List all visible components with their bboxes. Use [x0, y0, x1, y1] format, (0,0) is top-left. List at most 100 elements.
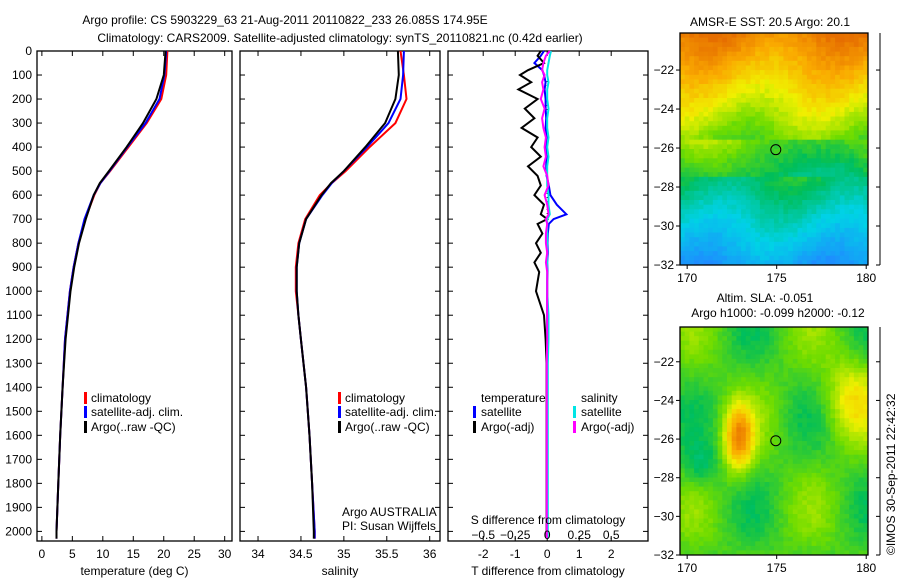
heatmap-cell [863, 204, 869, 210]
heatmap-cell [783, 463, 789, 469]
heatmap-cell [788, 139, 794, 145]
heatmap-cell [858, 149, 864, 155]
heatmap-cell [811, 135, 817, 141]
heatmap-cell [811, 395, 817, 401]
heatmap-cell [774, 336, 780, 342]
heatmap-cell [736, 441, 742, 447]
heatmap-cell [844, 404, 850, 410]
heatmap-cell [759, 454, 766, 460]
heatmap-cell [788, 340, 794, 346]
heatmap-cell [839, 56, 845, 62]
heatmap-cell [727, 93, 733, 99]
heatmap-cell [806, 153, 813, 159]
heatmap-cell [797, 102, 803, 108]
heatmap-cell [694, 181, 700, 187]
heatmap-cell [694, 400, 700, 406]
heatmap-cell [764, 545, 770, 551]
heatmap-cell [764, 336, 770, 342]
heatmap-cell [774, 42, 780, 48]
heatmap-cell [821, 139, 827, 145]
heatmap-cell [825, 413, 831, 419]
heatmap-cell [783, 358, 789, 364]
heatmap-cell [712, 223, 719, 229]
heatmap-cell [783, 482, 789, 488]
heatmap-cell [722, 463, 728, 469]
heatmap-cell [684, 186, 690, 192]
heatmap-cell [863, 363, 869, 369]
heatmap-cell [816, 200, 822, 206]
heatmap-cell [825, 214, 831, 220]
heatmap-cell [806, 88, 813, 94]
heatmap-cell [698, 422, 704, 428]
heatmap-cell [797, 482, 803, 488]
heatmap-cell [792, 482, 798, 488]
heatmap-cell [717, 190, 723, 196]
heatmap-cell [802, 74, 808, 80]
heatmap-cell [703, 237, 709, 243]
heatmap-cell [825, 135, 831, 141]
heatmap-cell [741, 107, 747, 113]
heatmap-cell [816, 445, 822, 451]
heatmap-cell [727, 195, 733, 201]
heatmap-cell [797, 518, 803, 524]
heatmap-cell [745, 514, 751, 520]
heatmap-cell [736, 186, 742, 192]
heatmap-cell [736, 227, 742, 233]
heatmap-cell [830, 42, 836, 48]
heatmap-cell [764, 181, 770, 187]
heatmap-cell [689, 431, 695, 437]
heatmap-cell [755, 65, 761, 71]
heatmap-cell [863, 246, 869, 252]
heatmap-cell [764, 176, 770, 182]
heatmap-cell [708, 527, 714, 533]
heatmap-cell [745, 153, 751, 159]
heatmap-cell [778, 514, 784, 520]
heatmap-cell [802, 400, 808, 406]
heatmap-cell [853, 214, 860, 220]
heatmap-cell [698, 98, 704, 104]
heatmap-cell [745, 135, 751, 141]
heatmap-cell [759, 172, 766, 178]
heatmap-cell [858, 372, 864, 378]
heatmap-cell [745, 214, 751, 220]
heatmap-cell [792, 246, 798, 252]
heatmap-cell [703, 418, 709, 424]
heatmap-cell [797, 436, 803, 442]
heatmap-cell [811, 486, 817, 492]
heatmap-cell [853, 472, 860, 478]
heatmap-cell [708, 514, 714, 520]
heatmap-cell [731, 70, 737, 76]
heatmap-cell [825, 541, 831, 547]
heatmap-cell [717, 181, 723, 187]
heatmap-cell [712, 550, 719, 556]
heatmap-cell [802, 93, 808, 99]
heatmap-cell [764, 486, 770, 492]
heatmap-cell [741, 463, 747, 469]
heatmap-cell [727, 349, 733, 355]
heatmap-cell [806, 336, 813, 342]
heatmap-cell [788, 153, 794, 159]
heatmap-cell [811, 223, 817, 229]
heatmap-cell [849, 130, 855, 136]
heatmap-cell [727, 468, 733, 474]
heatmap-cell [755, 445, 761, 451]
heatmap-cell [712, 181, 719, 187]
heatmap-cell [797, 381, 803, 387]
heatmap-cell [741, 241, 747, 247]
heatmap-cell [703, 65, 709, 71]
heatmap-cell [792, 149, 798, 155]
heatmap-cell [802, 65, 808, 71]
heatmap-cell [835, 139, 841, 145]
heatmap-cell [797, 172, 803, 178]
heatmap-cell [778, 381, 784, 387]
heatmap-cell [759, 459, 766, 465]
heatmap-cell [839, 390, 845, 396]
heatmap-cell [755, 536, 761, 542]
heatmap-cell [698, 441, 704, 447]
heatmap-cell [694, 372, 700, 378]
heatmap-cell [684, 237, 690, 243]
heatmap-cell [712, 509, 719, 515]
y-tick-label: 900 [12, 260, 32, 274]
heatmap-cell [750, 200, 756, 206]
heatmap-cell [863, 125, 869, 131]
